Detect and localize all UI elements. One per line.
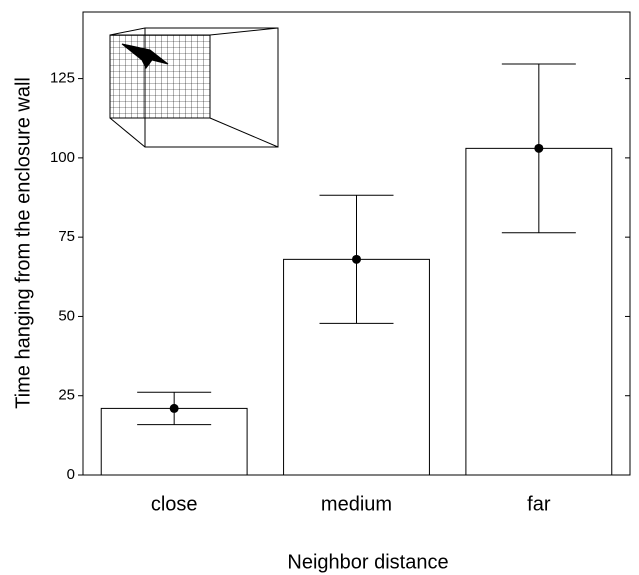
mean-dot <box>169 403 179 413</box>
y-axis-label: Time hanging from the enclosure wall <box>12 77 34 409</box>
x-axis-label: Neighbor distance <box>287 551 448 573</box>
x-tick-label: far <box>527 493 551 515</box>
y-tick-label: 100 <box>50 149 75 166</box>
mean-dot <box>352 254 361 264</box>
x-tick-label: close <box>151 493 198 515</box>
y-tick-label: 25 <box>58 387 75 404</box>
cage-inset <box>109 27 279 148</box>
x-tick-label: medium <box>321 493 392 515</box>
y-tick-label: 75 <box>58 228 75 245</box>
mean-dot <box>534 143 544 153</box>
y-tick-label: 50 <box>58 307 75 324</box>
y-tick-label: 125 <box>50 70 75 87</box>
y-tick-label: 0 <box>67 466 75 483</box>
